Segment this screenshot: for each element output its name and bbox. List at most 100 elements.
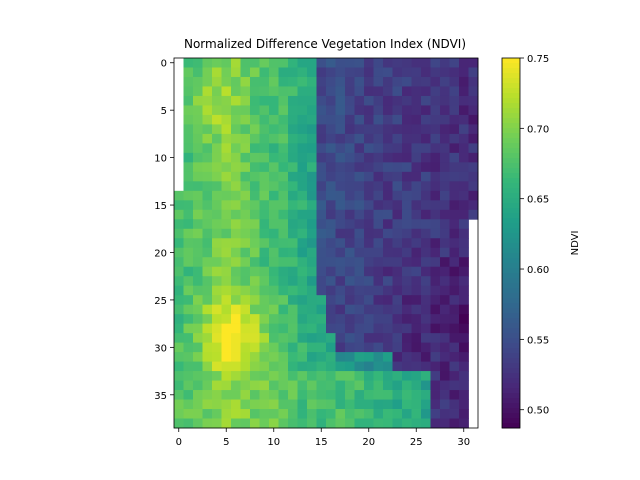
heatmap-cell — [183, 58, 194, 68]
heatmap-cell — [392, 390, 403, 400]
heatmap-cell — [402, 295, 412, 306]
heatmap-cell — [288, 95, 298, 106]
heatmap-cell — [468, 171, 479, 182]
heatmap-cell — [459, 257, 469, 268]
heatmap-cell — [373, 181, 384, 192]
heatmap-cell — [383, 133, 393, 144]
heatmap-cell — [202, 152, 213, 163]
heatmap-cell — [440, 323, 450, 334]
heatmap-cell — [316, 219, 327, 230]
heatmap-cell — [326, 67, 336, 78]
heatmap-cell — [250, 58, 260, 68]
heatmap-cell — [449, 333, 460, 344]
heatmap-cell — [383, 219, 393, 230]
heatmap-cell — [411, 390, 422, 400]
heatmap-cell — [335, 58, 346, 68]
heatmap-cell — [402, 58, 412, 68]
heatmap-cell — [202, 171, 213, 182]
colorbar-tick-label: 0.70 — [527, 124, 549, 135]
heatmap-cell — [468, 114, 479, 125]
heatmap-cell — [193, 285, 203, 296]
heatmap-cell — [250, 200, 260, 211]
heatmap-cell — [383, 162, 393, 173]
y-tick-label: 0 — [161, 59, 167, 70]
heatmap-cell — [193, 219, 203, 230]
heatmap-cell — [335, 228, 346, 239]
heatmap-cell — [373, 58, 384, 68]
heatmap-cell — [202, 219, 213, 230]
colorbar-segment — [502, 78, 520, 84]
heatmap-cell — [259, 352, 270, 362]
heatmap-cell — [231, 162, 241, 173]
heatmap-cell — [430, 304, 441, 315]
heatmap-cell — [259, 95, 270, 106]
x-tick-label: 10 — [267, 437, 280, 448]
heatmap-cell — [402, 247, 412, 258]
heatmap-cell — [297, 371, 308, 381]
heatmap-cell — [193, 105, 203, 116]
heatmap-cell — [278, 323, 289, 334]
heatmap-cell — [221, 342, 232, 353]
heatmap-cell — [250, 333, 260, 344]
heatmap-cell — [364, 257, 374, 268]
heatmap-cell — [459, 399, 469, 410]
heatmap-cell — [402, 143, 412, 154]
heatmap-cell — [421, 67, 431, 78]
heatmap-cell — [326, 171, 336, 182]
heatmap-cell — [335, 380, 346, 391]
heatmap-cell — [269, 361, 279, 372]
heatmap-cell — [259, 266, 270, 277]
heatmap-cell — [193, 418, 203, 429]
heatmap-cell — [240, 314, 251, 325]
heatmap-cell — [411, 219, 422, 230]
heatmap-cell — [326, 124, 336, 135]
heatmap-cell — [288, 418, 298, 429]
heatmap-cell — [421, 209, 431, 220]
heatmap-cell — [392, 209, 403, 220]
heatmap-cell — [335, 418, 346, 429]
heatmap-cell — [316, 133, 327, 144]
heatmap-cell — [383, 124, 393, 135]
heatmap-cell — [411, 124, 422, 135]
heatmap-cell — [345, 342, 355, 353]
heatmap-cell — [231, 342, 241, 353]
heatmap-cell — [326, 209, 336, 220]
heatmap-cell — [440, 238, 450, 249]
heatmap-cell — [202, 390, 213, 400]
heatmap-cell — [430, 67, 441, 78]
heatmap-cell — [174, 418, 184, 429]
heatmap-cell — [183, 219, 194, 230]
heatmap-cell — [316, 228, 327, 239]
heatmap-cell — [459, 285, 469, 296]
heatmap-cell — [297, 361, 308, 372]
heatmap-cell — [278, 114, 289, 125]
heatmap-cell — [354, 352, 365, 362]
heatmap-cell — [183, 209, 194, 220]
heatmap-cell — [231, 323, 241, 334]
heatmap-cell — [259, 238, 270, 249]
heatmap-cell — [335, 304, 346, 315]
heatmap-cell — [221, 114, 232, 125]
heatmap-cell — [278, 295, 289, 306]
heatmap-cell — [183, 371, 194, 381]
heatmap-cell — [383, 361, 393, 372]
heatmap-cell — [392, 162, 403, 173]
heatmap-cell — [373, 333, 384, 344]
heatmap-cell — [193, 342, 203, 353]
heatmap-cell — [364, 409, 374, 419]
heatmap-cell — [297, 238, 308, 249]
heatmap-cell — [278, 409, 289, 419]
heatmap-cell — [354, 219, 365, 230]
heatmap-cell — [212, 304, 222, 315]
heatmap-cell — [459, 247, 469, 258]
heatmap-cell — [373, 228, 384, 239]
heatmap-cell — [335, 371, 346, 381]
heatmap-cell — [354, 333, 365, 344]
heatmap-cell — [373, 418, 384, 429]
heatmap-cell — [373, 314, 384, 325]
heatmap-cell — [212, 371, 222, 381]
heatmap-cell — [297, 257, 308, 268]
heatmap-cell — [288, 285, 298, 296]
heatmap-cell — [392, 238, 403, 249]
colorbar-segment — [502, 393, 520, 399]
